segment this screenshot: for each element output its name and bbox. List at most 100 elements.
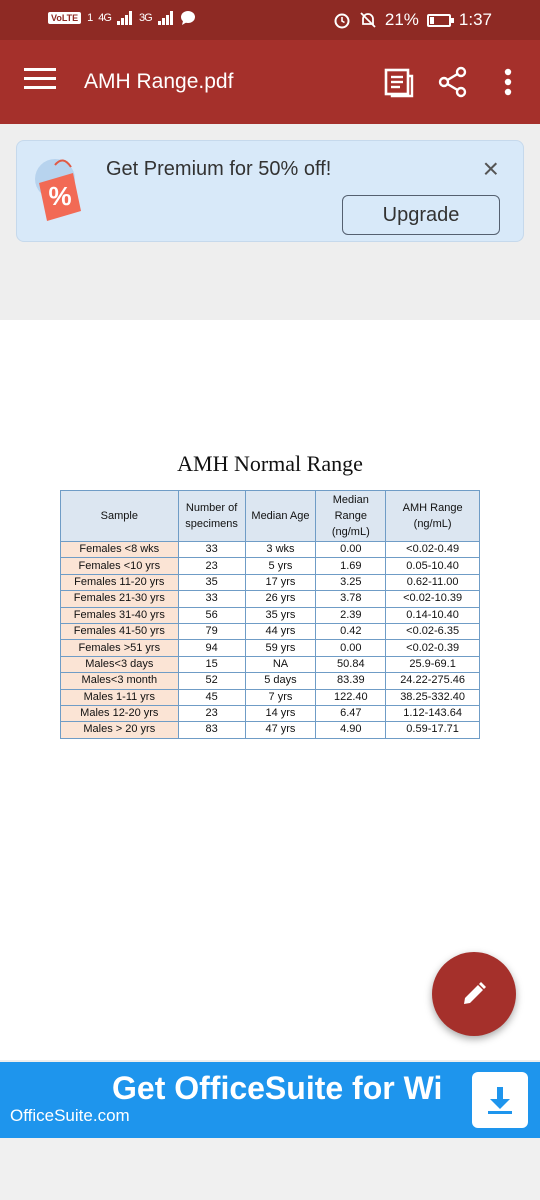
close-icon[interactable]: × xyxy=(482,153,499,184)
table-row: Females 11-20 yrs 35 17 yrs 3.25 0.62-11.00 xyxy=(60,573,480,592)
battery-icon xyxy=(426,13,454,27)
ad-banner[interactable]: Get OfficeSuite for Wi OfficeSuite.com xyxy=(0,1062,540,1138)
table-cell: 45 xyxy=(177,688,246,706)
table-cell: Males<3 month xyxy=(60,672,179,690)
table-cell: Females <8 wks xyxy=(60,540,179,559)
table-header-row: Sample Number of specimens Median Age Media… xyxy=(60,490,480,542)
table-cell: 3 wks xyxy=(244,540,317,559)
table-cell: 6.47 xyxy=(315,704,387,723)
signal-icon xyxy=(116,11,132,25)
alarm-icon xyxy=(334,13,350,29)
table-cell: 33 xyxy=(177,590,246,608)
table-cell: Males 1-11 yrs xyxy=(60,688,179,706)
table-cell: 33 xyxy=(177,540,246,559)
column-header: Median Age xyxy=(244,490,317,542)
pencil-icon xyxy=(464,982,486,1004)
table-cell: Males 12-20 yrs xyxy=(60,704,179,723)
table-cell: 4.90 xyxy=(315,721,387,739)
column-header: Sample xyxy=(60,490,179,542)
table-cell: 59 yrs xyxy=(244,639,317,657)
table-cell: 0.42 xyxy=(315,622,387,641)
column-header: Median Range (ng/mL) xyxy=(315,490,387,542)
table-cell: 25.9-69.1 xyxy=(385,655,480,674)
table-cell: 2.39 xyxy=(315,606,387,624)
reading-mode-icon[interactable] xyxy=(380,64,416,100)
table-cell: Females >51 yrs xyxy=(60,639,179,657)
table-cell: 47 yrs xyxy=(244,721,317,739)
table-cell: 94 xyxy=(177,639,246,657)
discount-symbol: % xyxy=(48,181,71,211)
app-bar: AMH Range.pdf xyxy=(0,40,540,124)
table-cell: 0.14-10.40 xyxy=(385,606,480,624)
table-cell: <0.02-6.35 xyxy=(385,622,480,641)
table-title: AMH Normal Range xyxy=(177,451,363,476)
status-bar: VoLTE 1 4G 3G 21% 1:37 xyxy=(0,0,540,40)
table-row: Females 41-50 yrs 79 44 yrs 0.42 <0.02-6.35 xyxy=(60,622,480,641)
table-cell: 26 yrs xyxy=(244,590,317,608)
column-header: Number of specimens xyxy=(177,490,246,542)
table-cell: 1.12-143.64 xyxy=(385,704,480,723)
table-row: Females <8 wks 33 3 wks 0.00 <0.02-0.49 xyxy=(60,540,480,559)
table-cell: 0.62-11.00 xyxy=(385,573,480,592)
table-cell: 0.00 xyxy=(315,639,387,657)
table-cell: 52 xyxy=(177,672,246,690)
status-left: VoLTE 1 4G 3G xyxy=(48,10,196,26)
table-row: Females 21-30 yrs 33 26 yrs 3.78 <0.02-10.39 xyxy=(60,590,480,608)
pdf-page[interactable]: AMH Normal Range Sample Number of specime… xyxy=(0,320,540,1060)
bottom-area xyxy=(0,1138,540,1200)
clock: 1:37 xyxy=(458,10,492,29)
more-vert-icon[interactable] xyxy=(490,64,526,100)
premium-banner: % Get Premium for 50% off! × Upgrade xyxy=(16,140,524,242)
table-cell: Females 41-50 yrs xyxy=(60,622,179,641)
download-button[interactable] xyxy=(472,1072,528,1128)
table-row: Males 12-20 yrs 23 14 yrs 6.47 1.12-143.64 xyxy=(60,704,480,723)
table-cell: Males<3 days xyxy=(60,655,179,674)
ad-subtext: OfficeSuite.com xyxy=(10,1106,130,1125)
table-cell: 35 xyxy=(177,573,246,592)
table-cell: 35 yrs xyxy=(244,606,317,624)
table-cell: 23 xyxy=(177,704,246,723)
table-cell: 23 xyxy=(177,557,246,575)
table-cell: 0.05-10.40 xyxy=(385,557,480,575)
network-label-1: 4G xyxy=(98,12,112,24)
table-cell: 5 days xyxy=(244,672,317,690)
table-cell: 1.69 xyxy=(315,557,387,575)
table-row: Females >51 yrs 94 59 yrs 0.00 <0.02-0.39 xyxy=(60,639,480,657)
table-cell: 5 yrs xyxy=(244,557,317,575)
table-cell: 122.40 xyxy=(315,688,387,706)
table-cell: <0.02-0.39 xyxy=(385,639,480,657)
chat-notification-icon xyxy=(180,11,195,25)
edit-button[interactable] xyxy=(432,952,516,1036)
table-cell: 83 xyxy=(177,721,246,739)
table-cell: 83.39 xyxy=(315,672,387,690)
table-row: Females 31-40 yrs 56 35 yrs 2.39 0.14-10.40 xyxy=(60,606,480,624)
share-icon[interactable] xyxy=(435,64,471,100)
mute-notifications-icon xyxy=(360,12,376,28)
table-cell: 0.00 xyxy=(315,540,387,559)
table-cell: 17 yrs xyxy=(244,573,317,592)
table-cell: 24.22-275.46 xyxy=(385,672,480,690)
table-cell: 14 yrs xyxy=(244,704,317,723)
table-cell: NA xyxy=(244,655,317,674)
document-title: AMH Range.pdf xyxy=(84,70,234,93)
table-cell: Females 31-40 yrs xyxy=(60,606,179,624)
table-cell: 0.59-17.71 xyxy=(385,721,480,739)
volte-badge: VoLTE xyxy=(48,12,82,24)
table-cell: 38.25-332.40 xyxy=(385,688,480,706)
status-right: 21% 1:37 xyxy=(333,10,492,30)
table-cell: <0.02-10.39 xyxy=(385,590,480,608)
table-cell: Females 11-20 yrs xyxy=(60,573,179,592)
table-row: Males<3 days 15 NA 50.84 25.9-69.1 xyxy=(60,655,480,674)
table-cell: Females 21-30 yrs xyxy=(60,590,179,608)
menu-icon[interactable] xyxy=(24,68,56,96)
sim-indicator: 1 xyxy=(87,12,93,24)
signal-icon xyxy=(157,11,173,25)
table-cell: Males > 20 yrs xyxy=(60,721,179,739)
table-cell: 50.84 xyxy=(315,655,387,674)
table-row: Females <10 yrs 23 5 yrs 1.69 0.05-10.40 xyxy=(60,557,480,575)
table-cell: Females <10 yrs xyxy=(60,557,179,575)
upgrade-button[interactable]: Upgrade xyxy=(342,195,500,235)
table-cell: 79 xyxy=(177,622,246,641)
battery-percent: 21% xyxy=(384,10,419,29)
discount-tag-icon: % xyxy=(35,159,81,221)
